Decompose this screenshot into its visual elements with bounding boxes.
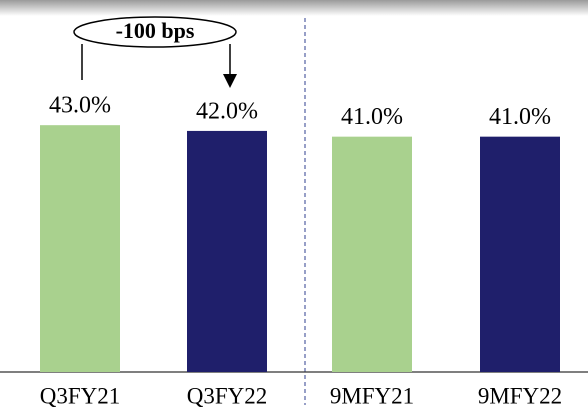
top-shadow <box>0 0 588 16</box>
annotation-ellipse <box>73 16 237 48</box>
bar <box>480 136 560 372</box>
bar <box>187 130 267 372</box>
x-tick-label: Q3FY22 <box>187 383 268 408</box>
bar <box>40 125 120 373</box>
value-label: 42.0% <box>196 98 258 124</box>
x-tick-label: 9MFY22 <box>478 383 562 408</box>
value-label: 41.0% <box>489 104 551 130</box>
x-tick-label: Q3FY21 <box>40 383 121 408</box>
x-tick-label: 9MFY21 <box>330 383 414 408</box>
arrow-head <box>223 74 237 88</box>
value-label: 41.0% <box>341 104 403 130</box>
value-label: 43.0% <box>49 93 111 119</box>
annotation: -100 bps <box>116 18 195 43</box>
bar <box>332 136 412 372</box>
